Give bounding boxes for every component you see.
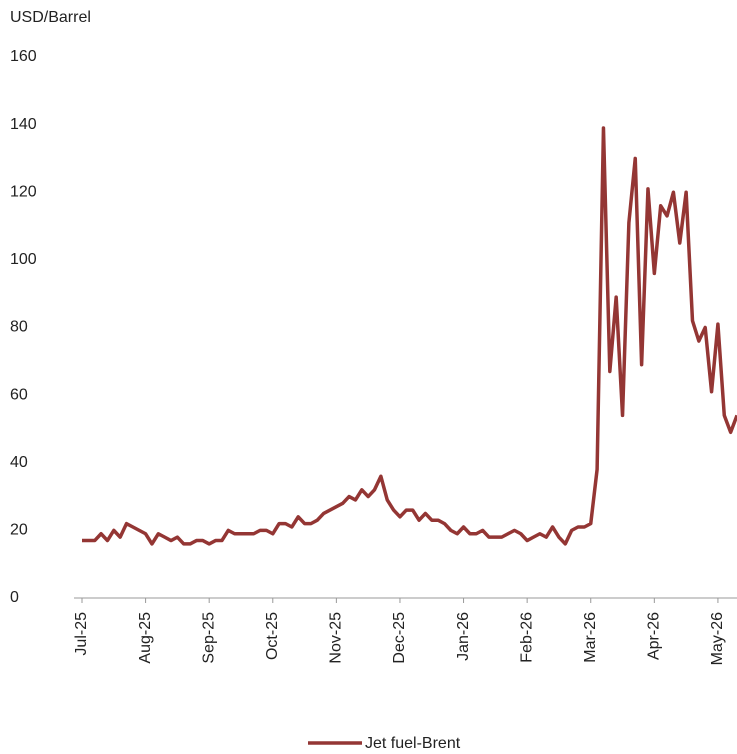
x-tick-label: Mar-26 (582, 612, 599, 663)
x-tick-label: May-26 (709, 612, 726, 665)
y-tick-label: 100 (10, 251, 37, 268)
y-tick-label: 20 (10, 522, 28, 539)
legend-label: Jet fuel-Brent (365, 735, 461, 752)
x-tick-label: Sep-25 (200, 612, 217, 664)
data-line (82, 126, 737, 546)
y-tick-label: 0 (10, 589, 19, 606)
x-tick-label: Jul-25 (73, 612, 90, 656)
x-tick-label: Oct-25 (264, 612, 281, 660)
y-tick-label: 40 (10, 454, 28, 471)
x-tick-label: Nov-25 (328, 612, 345, 664)
x-tick-label: Dec-25 (391, 612, 408, 664)
x-tick-label: Jan-26 (455, 612, 472, 661)
y-tick-label: 120 (10, 183, 37, 200)
x-tick-label: Feb-26 (518, 612, 535, 663)
x-tick-label: Apr-26 (646, 612, 663, 660)
y-axis-label: USD/Barrel (10, 9, 91, 26)
x-tick-label: Aug-25 (137, 612, 154, 664)
y-tick-label: 140 (10, 116, 37, 133)
y-tick-label: 80 (10, 319, 28, 336)
y-tick-label: 60 (10, 386, 28, 403)
y-tick-label: 160 (10, 48, 37, 65)
